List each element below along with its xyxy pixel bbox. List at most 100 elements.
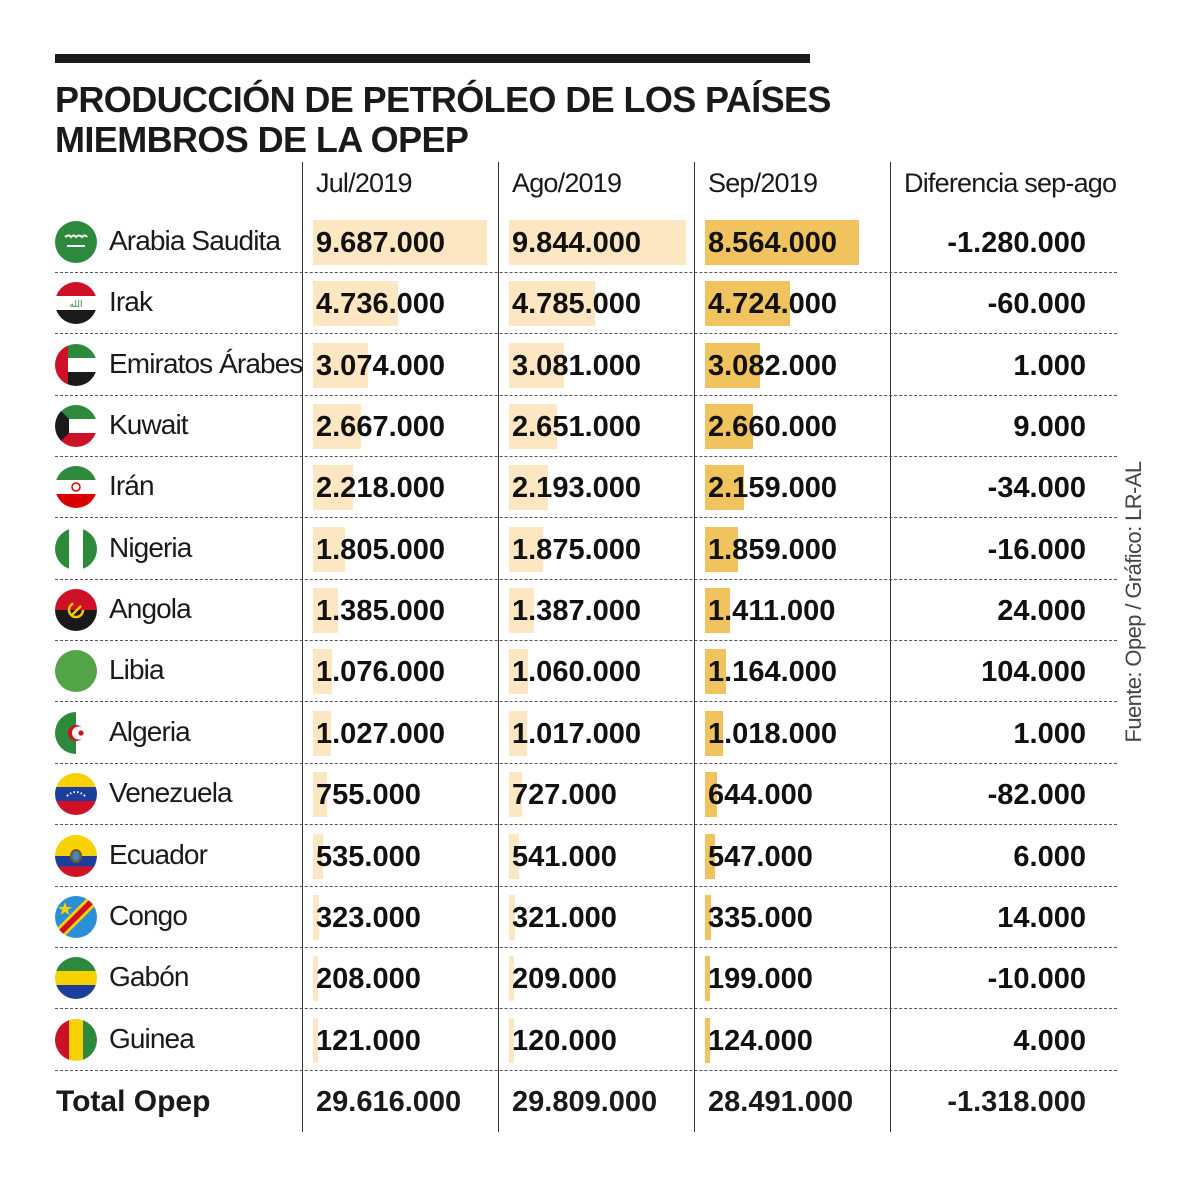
row-separator [55,824,1117,826]
total-diff: -1.318.000 [947,1086,1086,1118]
bar-sep [705,281,791,327]
value-sep: 644.000 [708,779,813,812]
bar-sep [705,465,744,511]
bar-jul [313,342,369,388]
table-row: Congo 323.000 321.000 335.000 14.000 [0,886,1200,948]
country-name: Irak [109,286,153,318]
total-jul: 29.616.000 [316,1086,462,1118]
kuwait-flag-icon [55,405,97,448]
bar-ago [509,404,557,450]
table-row: الله Irak 4.736.000 4.785.000 4.724.000 -60.0… [0,272,1200,335]
bar-ago [509,465,549,511]
column-header-sep: Sep/2019 [708,168,818,198]
value-sep: 1.164.000 [708,656,838,689]
angola-flag-icon [55,589,97,632]
row-separator [55,272,1117,273]
bar-jul [313,465,353,511]
bar-jul [313,833,323,879]
chart-title: PRODUCCIÓN DE PETRÓLEO DE LOS PAÍSES MIE… [55,80,855,160]
value-jul: 1.076.000 [316,656,446,689]
bar-sep [705,404,753,450]
row-separator [55,762,1117,764]
country-name: Kuwait [109,409,189,441]
table-row: Gabón 208.000 209.000 199.000 -10.000 [0,947,1200,1010]
bar-sep [705,956,710,1002]
iran-flag-icon [55,466,97,509]
nigeria-flag-icon [55,527,97,570]
bar-jul [313,649,333,695]
table-row: Arabia Saudita 9.687.000 9.844.000 8.564.00… [0,211,1200,273]
table-row: Libia 1.076.000 1.060.000 1.164.000 104.000 [0,640,1200,703]
row-separator [55,701,1117,703]
value-sep: 1.411.000 [708,595,836,628]
value-ago: 120.000 [512,1024,617,1057]
bar-sep [705,220,860,265]
value-diff: 4.000 [1013,1024,1086,1057]
row-separator [55,885,1117,887]
bar-jul [313,281,399,327]
value-ago: 209.000 [512,963,617,996]
value-ago: 9.844.000 [512,227,642,259]
table-row: Algeria 1.027.000 1.017.000 1.018.000 1.000 [0,702,1200,764]
value-diff: 1.000 [1013,349,1086,382]
congo-flag-icon [55,895,97,938]
bar-jul [313,956,318,1002]
bar-jul [313,772,327,818]
value-ago: 1.387.000 [512,595,642,628]
value-jul: 208.000 [316,963,421,996]
row-separator [55,1008,1117,1010]
bar-ago [509,526,543,572]
value-sep: 335.000 [708,901,813,934]
row-separator [55,640,1117,642]
bar-sep [705,342,761,388]
country-name: Venezuela [109,777,233,809]
libya-flag-icon [55,650,97,693]
guinea-flag-icon [55,1018,97,1061]
bar-ago [509,281,596,327]
bar-jul [313,588,338,634]
value-ago: 1.017.000 [512,717,642,750]
value-diff: 14.000 [997,901,1086,934]
chart-title-line-2: MIEMBROS DE LA OPEP [55,119,469,160]
value-diff: 1.000 [1013,717,1086,750]
value-jul: 1.805.000 [316,533,446,566]
bar-ago [509,649,529,695]
table-row: Angola 1.385.000 1.387.000 1.411.000 24.000 [0,579,1200,642]
table-row: Guinea 121.000 120.000 124.000 4.000 [0,1009,1200,1071]
value-jul: 323.000 [316,901,421,934]
bar-sep [705,649,726,695]
value-diff: -34.000 [987,472,1086,505]
svg-text:الله: الله [69,300,82,310]
bar-ago [509,956,514,1002]
country-name: Nigeria [109,531,192,563]
column-divider-ago [498,162,499,1132]
total-sep: 28.491.000 [708,1086,854,1118]
value-sep: 3.082.000 [708,349,838,382]
value-sep: 2.660.000 [708,411,838,444]
row-separator [55,333,1117,335]
country-name: Gabón [109,961,189,993]
value-jul: 1.385.000 [316,595,446,628]
value-ago: 1.875.000 [512,533,642,566]
value-jul: 2.667.000 [316,411,446,444]
bar-sep [705,894,712,940]
row-separator [55,946,1117,948]
value-jul: 121.000 [316,1024,421,1057]
value-sep: 8.564.000 [708,227,838,259]
bar-sep [705,772,717,818]
value-diff: -10.000 [987,963,1086,996]
chart-title-line-1: PRODUCCIÓN DE PETRÓLEO DE LOS PAÍSES [55,79,831,120]
bar-sep [705,710,724,756]
column-header-diff: Diferencia sep-ago [904,168,1117,198]
value-jul: 755.000 [316,779,421,812]
bar-ago [509,772,523,818]
value-ago: 321.000 [512,901,617,934]
uae-flag-icon [55,343,97,386]
bar-ago [509,588,534,634]
value-sep: 2.159.000 [708,472,838,505]
row-separator [55,578,1117,580]
row-separator [55,1069,1117,1071]
value-jul: 535.000 [316,840,421,873]
value-jul: 2.218.000 [316,472,446,505]
value-diff: -16.000 [987,533,1086,566]
